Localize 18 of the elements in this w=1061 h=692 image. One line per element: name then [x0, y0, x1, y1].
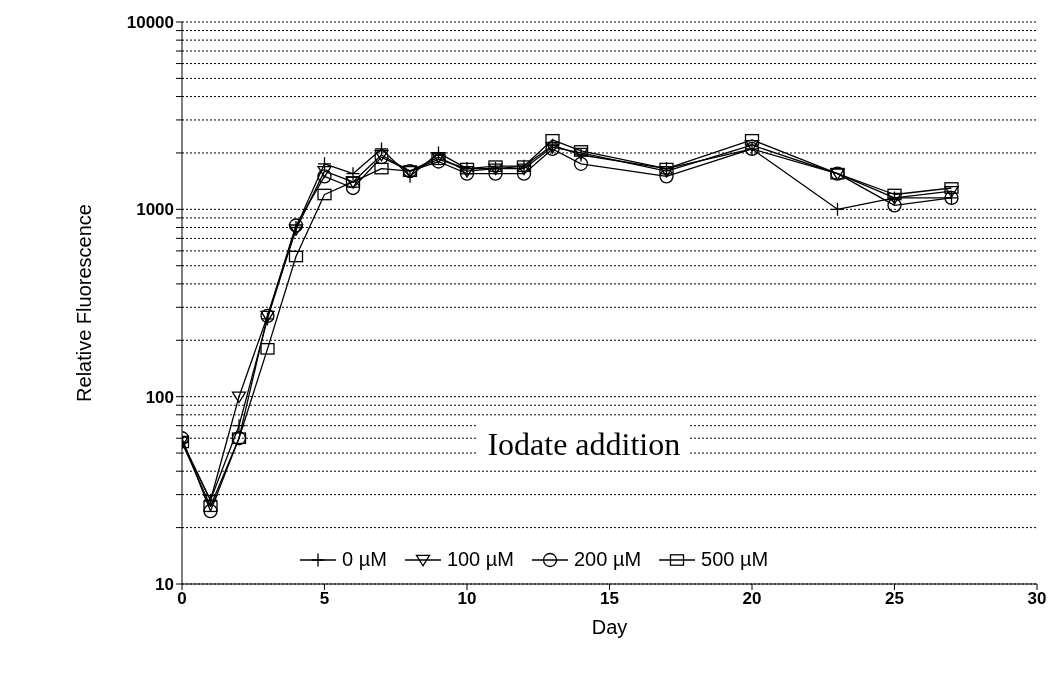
legend-label: 500 µM: [701, 548, 769, 571]
legend-label: 100 µM: [446, 548, 514, 571]
x-axis-title: Day: [591, 616, 628, 638]
y-tick-label: 10000: [126, 13, 174, 33]
y-tick-label: 100: [145, 387, 174, 407]
x-tick-label: 10: [457, 589, 477, 609]
y-tick-label: 10: [155, 575, 174, 595]
legend-label: 0 µM: [342, 548, 387, 571]
x-tick-label: 15: [600, 589, 619, 609]
x-tick-label: 0: [177, 589, 187, 609]
y-axis-title: Relative Fluorescence: [73, 204, 96, 402]
x-tick-label: 30: [1027, 589, 1047, 609]
x-tick-label: 5: [319, 589, 330, 609]
x-tick-label: 20: [742, 589, 762, 609]
y-tick-label: 1000: [136, 200, 174, 220]
annotation: Iodate addition: [477, 424, 691, 465]
x-tick-label: 25: [885, 589, 904, 609]
legend-label: 200 µM: [573, 548, 642, 571]
